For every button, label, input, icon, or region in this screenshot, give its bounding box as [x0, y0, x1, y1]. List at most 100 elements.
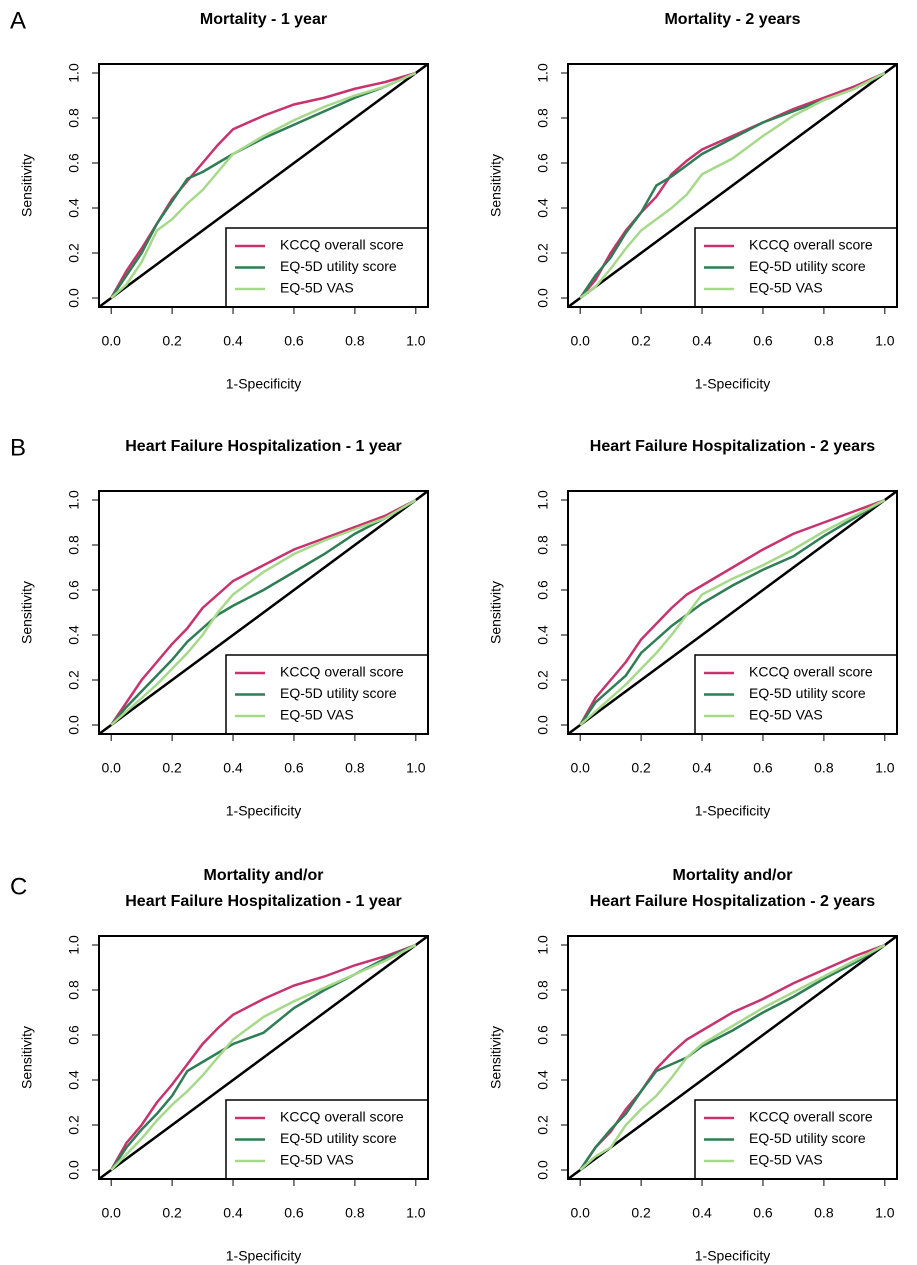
- x-tick-label: 0.2: [631, 1205, 651, 1221]
- roc-curve: [579, 943, 886, 1171]
- legend-label: KCCQ overall score: [280, 1109, 404, 1125]
- y-tick-label: 1.0: [535, 935, 551, 955]
- x-axis-label: 1-Specificity: [226, 803, 301, 819]
- plot: Heart Failure Hospitalization - 2 years 0…: [488, 438, 898, 819]
- legend-label: KCCQ overall score: [749, 237, 873, 253]
- x-tick-label: 1.0: [406, 333, 426, 349]
- y-tick-label: 1.0: [66, 490, 82, 510]
- x-tick-label: 1.0: [875, 1205, 895, 1221]
- chart-title: Heart Failure Hospitalization - 1 year: [125, 438, 402, 455]
- y-tick-label: 0.2: [535, 670, 551, 690]
- y-tick-label: 0.0: [66, 715, 82, 735]
- plot-frame: [567, 490, 898, 735]
- plot-frame: [98, 63, 429, 308]
- y-axis-label: Sensitivity: [19, 1026, 35, 1089]
- y-tick-label: 0.2: [66, 1115, 82, 1135]
- x-tick-label: 0.8: [814, 1205, 834, 1221]
- x-tick-label: 0.4: [692, 1205, 712, 1221]
- y-tick-label: 0.2: [535, 243, 551, 263]
- plot-frame: [98, 490, 429, 735]
- roc-curve: [110, 498, 417, 726]
- x-tick-label: 0.0: [101, 1205, 121, 1221]
- y-tick-label: 0.4: [535, 198, 551, 218]
- x-tick-label: 0.8: [345, 1205, 365, 1221]
- roc-curve: [579, 71, 886, 299]
- legend-label: EQ-5D VAS: [280, 280, 354, 296]
- roc-curve: [110, 943, 417, 1171]
- y-tick-label: 1.0: [66, 63, 82, 83]
- roc-curve: [110, 943, 417, 1171]
- y-tick-label: 0.8: [66, 108, 82, 128]
- y-tick-label: 0.0: [535, 1160, 551, 1180]
- x-tick-label: 0.2: [162, 333, 182, 349]
- reference-line: [567, 489, 898, 736]
- chart-title: Heart Failure Hospitalization - 1 year: [125, 893, 402, 910]
- x-tick-label: 0.0: [570, 333, 590, 349]
- panel-label: B: [10, 434, 26, 461]
- y-tick-label: 0.8: [66, 980, 82, 1000]
- reference-line: [567, 934, 898, 1181]
- x-tick-label: 0.8: [345, 333, 365, 349]
- y-axis-label: Sensitivity: [488, 154, 504, 217]
- y-axis-label: Sensitivity: [488, 581, 504, 644]
- reference-line: [98, 934, 429, 1181]
- y-tick-label: 0.8: [66, 535, 82, 555]
- roc-curve: [110, 71, 417, 299]
- x-tick-label: 0.6: [284, 1205, 304, 1221]
- roc-curve: [110, 498, 417, 726]
- x-tick-label: 1.0: [875, 760, 895, 776]
- plot: C Mortality and/or Heart Failure Hospitali…: [10, 867, 429, 1264]
- y-tick-label: 0.6: [535, 1025, 551, 1045]
- x-tick-label: 0.4: [692, 760, 712, 776]
- x-tick-label: 0.8: [814, 760, 834, 776]
- y-tick-label: 0.0: [535, 715, 551, 735]
- legend-label: EQ-5D utility score: [749, 685, 866, 701]
- x-tick-label: 0.2: [631, 760, 651, 776]
- y-axis-label: Sensitivity: [19, 581, 35, 644]
- chart-title: Heart Failure Hospitalization - 2 years: [590, 893, 876, 910]
- roc-curve: [110, 498, 417, 726]
- legend-label: EQ-5D VAS: [280, 1152, 354, 1168]
- y-axis-label: Sensitivity: [19, 154, 35, 217]
- legend-label: EQ-5D utility score: [280, 258, 397, 274]
- y-tick-label: 0.0: [66, 1160, 82, 1180]
- legend-label: EQ-5D utility score: [749, 258, 866, 274]
- x-tick-label: 0.0: [101, 760, 121, 776]
- y-tick-label: 0.4: [66, 198, 82, 218]
- y-tick-label: 0.8: [535, 108, 551, 128]
- y-tick-label: 1.0: [66, 935, 82, 955]
- y-tick-label: 0.4: [535, 625, 551, 645]
- x-tick-label: 0.6: [753, 760, 773, 776]
- x-tick-label: 0.8: [814, 333, 834, 349]
- y-tick-label: 0.8: [535, 980, 551, 1000]
- x-tick-label: 0.6: [753, 333, 773, 349]
- x-tick-label: 0.4: [223, 1205, 243, 1221]
- legend-label: KCCQ overall score: [749, 664, 873, 680]
- y-tick-label: 0.4: [535, 1070, 551, 1090]
- x-tick-label: 0.8: [345, 760, 365, 776]
- y-tick-label: 0.8: [535, 535, 551, 555]
- roc-curve: [579, 498, 886, 726]
- x-tick-label: 0.2: [162, 760, 182, 776]
- roc-curve: [579, 71, 886, 300]
- y-tick-label: 0.6: [535, 580, 551, 600]
- plot: A Mortality - 1 year 0.0 0.2 0.4 0.6 0.8 1.0 0.0…: [10, 7, 429, 392]
- legend-label: EQ-5D utility score: [749, 1130, 866, 1146]
- legend-label: EQ-5D VAS: [749, 707, 823, 723]
- legend-label: EQ-5D VAS: [749, 1152, 823, 1168]
- y-tick-label: 0.2: [66, 670, 82, 690]
- panel-label: A: [10, 7, 26, 34]
- x-axis-label: 1-Specificity: [226, 1248, 301, 1264]
- panel-label: C: [10, 873, 27, 900]
- plot: Mortality and/or Heart Failure Hospitaliz…: [488, 867, 898, 1264]
- x-tick-label: 0.4: [692, 333, 712, 349]
- x-tick-label: 1.0: [406, 1205, 426, 1221]
- x-axis-label: 1-Specificity: [226, 376, 301, 392]
- legend-label: EQ-5D utility score: [280, 685, 397, 701]
- legend-label: EQ-5D utility score: [280, 1130, 397, 1146]
- chart-title: Heart Failure Hospitalization - 2 years: [590, 438, 876, 455]
- chart-title: Mortality - 2 years: [664, 11, 800, 28]
- y-tick-label: 0.6: [66, 580, 82, 600]
- y-axis-label: Sensitivity: [488, 1026, 504, 1089]
